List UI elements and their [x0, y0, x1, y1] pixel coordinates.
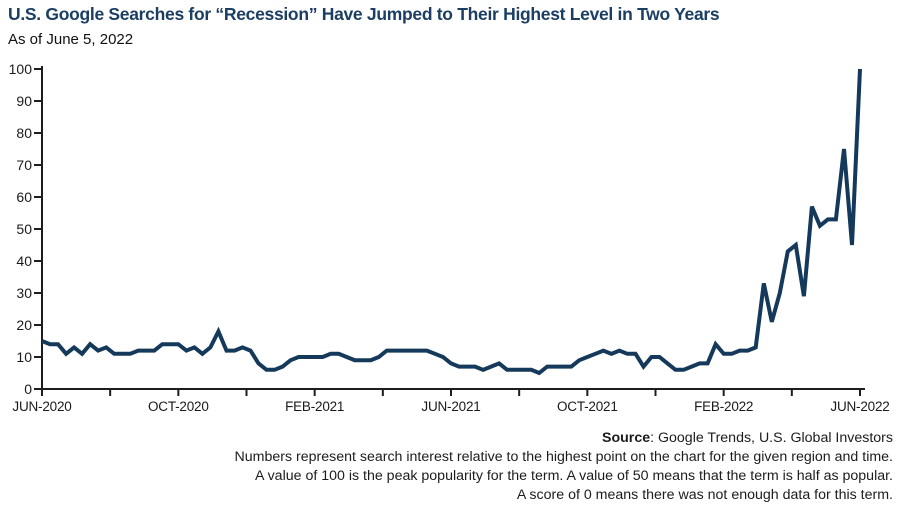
y-tick-label: 100 [8, 61, 32, 77]
y-tick-label: 90 [16, 93, 32, 109]
y-tick-label: 10 [16, 349, 32, 365]
footnote-line: A value of 100 is the peak popularity fo… [254, 468, 893, 484]
x-tick-label: OCT-2020 [147, 399, 209, 414]
x-tick-label: JUN-2021 [421, 399, 481, 414]
source-label: Source [602, 430, 651, 446]
x-tick-label: JUN-2020 [12, 399, 72, 414]
chart-title: U.S. Google Searches for “Recession” Hav… [8, 4, 720, 24]
y-tick-label: 20 [16, 317, 32, 333]
y-tick-label: 40 [16, 253, 32, 269]
source-line: Source: Google Trends, U.S. Global Inves… [33, 429, 893, 448]
y-tick-label: 30 [16, 285, 32, 301]
source-text: : Google Trends, U.S. Global Investors [650, 430, 893, 446]
x-tick-label: FEB-2021 [285, 399, 345, 414]
x-tick-label: OCT-2021 [556, 399, 618, 414]
chart-footer: Source: Google Trends, U.S. Global Inves… [33, 429, 893, 505]
y-tick-label: 70 [16, 157, 32, 173]
y-tick-label: 0 [24, 381, 32, 397]
y-tick-label: 60 [16, 189, 32, 205]
y-tick-label: 50 [16, 221, 32, 237]
x-tick-label: FEB-2022 [694, 399, 754, 414]
x-tick-label: JUN-2022 [830, 399, 890, 414]
footnote-line: Numbers represent search interest relati… [234, 449, 893, 465]
y-tick-label: 80 [16, 125, 32, 141]
chart-subtitle: As of June 5, 2022 [8, 31, 134, 48]
footnote-line: A score of 0 means there was not enough … [516, 487, 893, 503]
